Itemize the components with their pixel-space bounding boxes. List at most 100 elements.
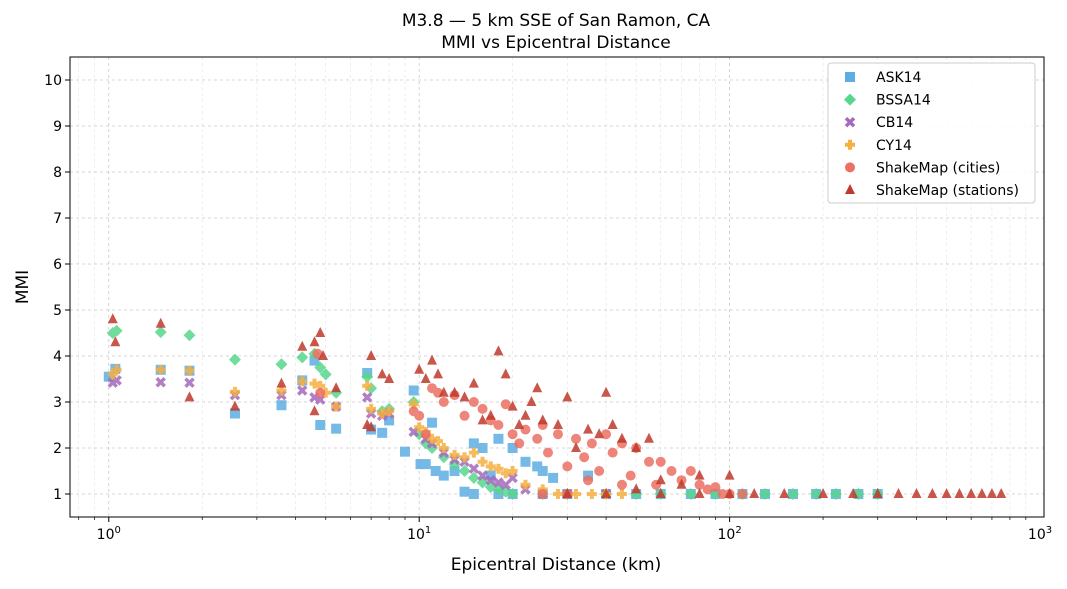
data-point — [749, 488, 760, 498]
data-point — [493, 345, 504, 356]
data-point — [724, 469, 735, 480]
data-point — [296, 351, 309, 364]
axis-ticks: 1 2 3 4 5 6 7 8 9 10 100 101 102 103 — [44, 73, 1052, 543]
data-point — [758, 488, 771, 500]
data-point — [366, 421, 377, 432]
data-point — [468, 397, 479, 407]
data-point — [155, 376, 166, 388]
data-point — [384, 373, 395, 383]
data-point — [532, 382, 543, 393]
data-point — [377, 368, 388, 379]
data-point — [724, 488, 735, 498]
data-point — [694, 488, 705, 498]
data-point — [586, 438, 597, 449]
data-point — [872, 488, 883, 498]
data-point — [570, 433, 581, 444]
data-point — [155, 364, 166, 375]
data-point — [996, 488, 1007, 498]
data-point — [427, 417, 438, 428]
data-point — [331, 401, 342, 412]
data-point — [829, 488, 842, 500]
data-point — [362, 380, 373, 391]
data-point — [399, 446, 410, 457]
data-point — [318, 350, 329, 360]
data-point — [583, 423, 594, 434]
data-point — [694, 469, 705, 480]
data-point — [309, 378, 320, 389]
y-tick-label: 9 — [53, 119, 62, 135]
data-point — [552, 489, 563, 499]
data-point — [184, 391, 195, 402]
data-point — [314, 361, 327, 374]
data-point — [543, 447, 554, 458]
data-point — [415, 459, 426, 470]
data-point — [625, 470, 636, 481]
data-point — [485, 409, 496, 420]
data-point — [655, 488, 666, 498]
data-point — [420, 373, 431, 383]
data-point — [361, 392, 373, 403]
data-point — [631, 442, 642, 452]
data-point — [616, 432, 627, 443]
data-point — [818, 488, 829, 498]
data-point — [954, 488, 965, 498]
data-point — [893, 488, 904, 498]
data-point — [552, 419, 563, 429]
data-point — [433, 436, 444, 447]
x-axis-label: Epicentral Distance (km) — [451, 555, 661, 575]
data-point — [377, 408, 388, 419]
data-point — [276, 400, 287, 411]
data-point — [468, 489, 479, 499]
data-point — [786, 488, 799, 500]
chart-subtitle: MMI vs Epicentral Distance — [441, 33, 670, 53]
data-point — [331, 423, 342, 434]
data-point — [438, 397, 449, 407]
data-point — [583, 475, 594, 486]
data-point — [477, 403, 488, 414]
data-point — [433, 368, 444, 379]
data-point — [506, 488, 519, 500]
data-point — [467, 471, 480, 484]
data-point — [107, 313, 118, 324]
data-point — [275, 358, 288, 371]
data-point — [514, 419, 525, 429]
y-tick-label: 8 — [53, 165, 62, 181]
data-point — [229, 386, 240, 397]
data-point — [438, 470, 449, 481]
data-point — [586, 489, 597, 499]
data-point — [562, 391, 573, 402]
data-point — [438, 443, 449, 453]
data-point — [468, 463, 480, 474]
data-point — [532, 433, 543, 444]
x-tick-label: 100 — [97, 525, 121, 543]
data-point — [520, 479, 531, 490]
data-point — [644, 456, 655, 467]
legend-marker — [844, 116, 856, 128]
legend-label: CB14 — [876, 115, 913, 131]
legend-label: ShakeMap (cities) — [876, 160, 1000, 176]
y-tick-label: 10 — [44, 73, 62, 89]
data-point — [570, 442, 581, 452]
data-point — [477, 456, 488, 467]
data-point — [552, 429, 563, 440]
data-point — [616, 479, 627, 490]
data-point — [702, 484, 713, 495]
data-point — [493, 477, 504, 488]
data-point — [468, 377, 479, 388]
data-point — [420, 459, 431, 470]
data-point — [493, 433, 504, 444]
data-point — [848, 488, 859, 498]
data-point — [520, 409, 531, 420]
data-point — [276, 377, 287, 388]
data-point — [779, 488, 790, 498]
data-point — [500, 368, 511, 379]
data-point — [911, 488, 922, 498]
data-point — [477, 443, 488, 453]
data-point — [477, 470, 488, 481]
data-point — [154, 326, 167, 339]
data-point — [485, 474, 496, 486]
y-tick-label: 2 — [53, 441, 62, 457]
legend-label: CY14 — [876, 138, 912, 154]
data-point — [414, 410, 425, 421]
